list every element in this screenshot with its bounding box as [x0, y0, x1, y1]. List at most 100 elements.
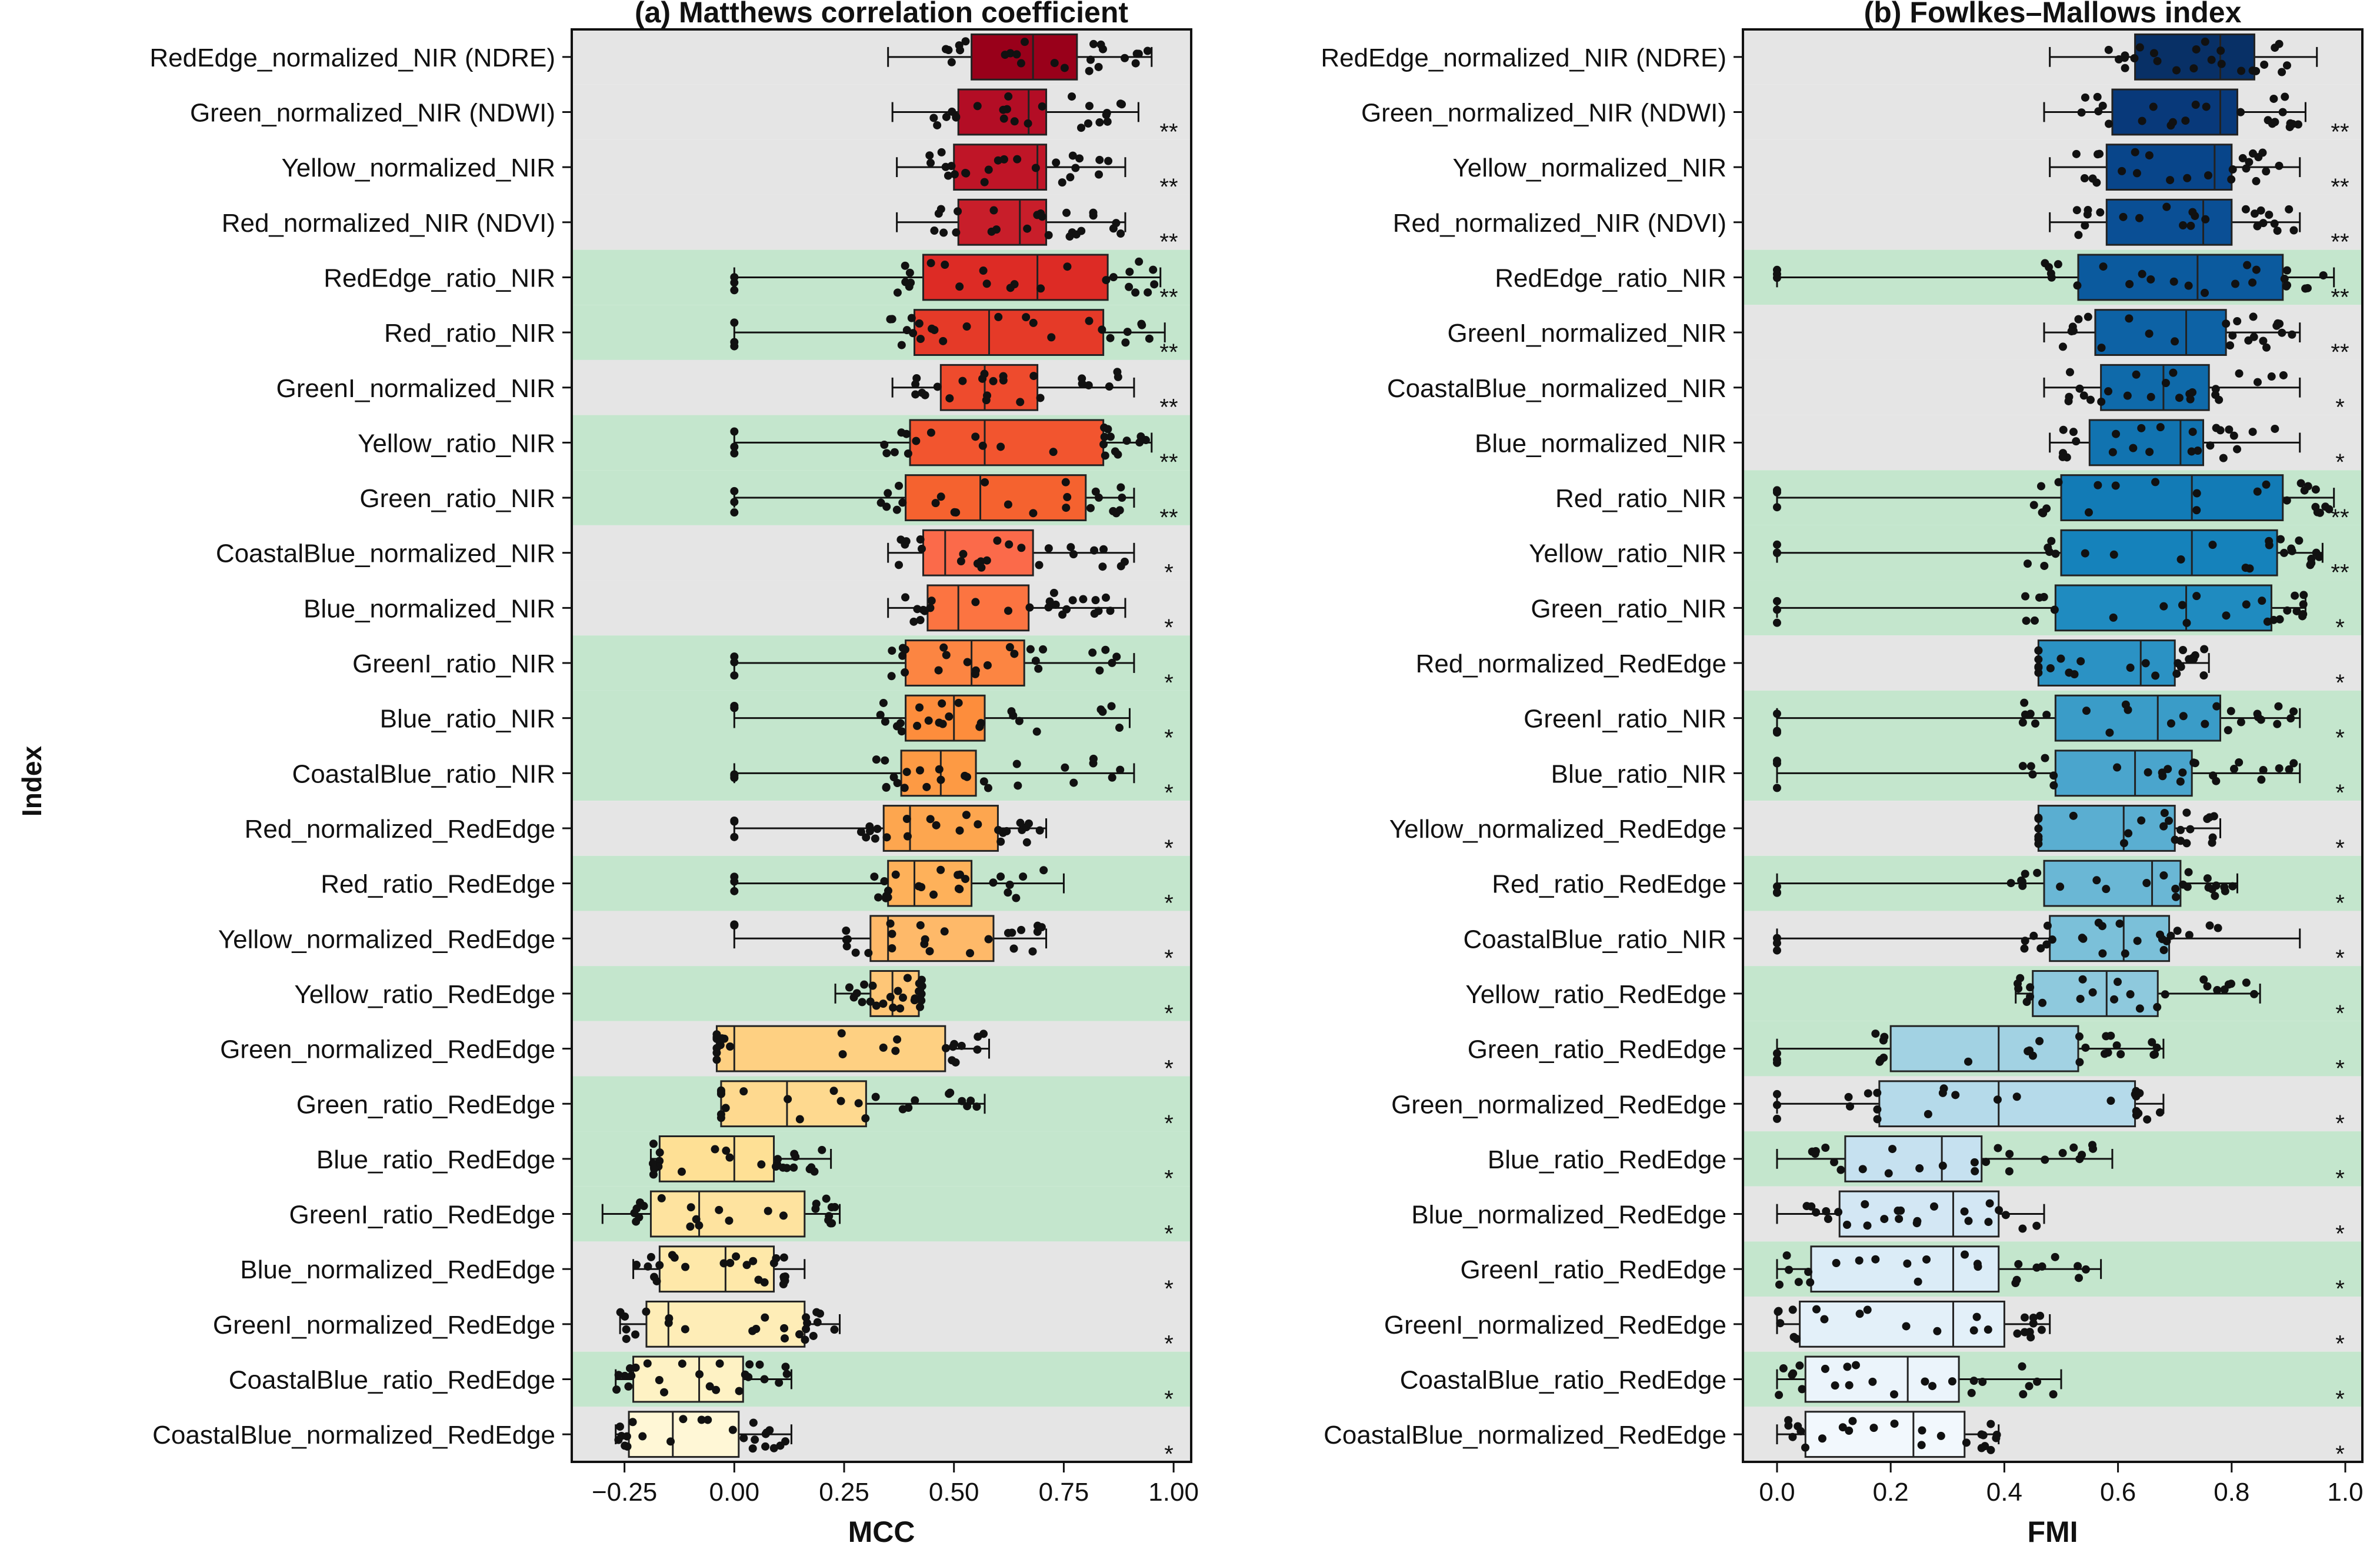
- significance-marker: **: [2331, 560, 2349, 586]
- observation-point: [2229, 431, 2238, 440]
- observation-point: [2273, 719, 2282, 728]
- box: [957, 198, 1048, 246]
- significance-marker: *: [1164, 1111, 1174, 1137]
- y-tick-label: Yellow_ratio_RedEdge: [294, 980, 555, 1009]
- observation-point: [2124, 829, 2133, 838]
- observation-point: [2253, 487, 2262, 496]
- observation-point: [948, 107, 956, 116]
- y-tick-label: Green_ratio_RedEdge: [296, 1090, 555, 1119]
- observation-point: [1986, 1445, 1995, 1454]
- observation-point: [856, 828, 865, 837]
- observation-point: [2093, 92, 2102, 101]
- observation-point: [2172, 66, 2181, 75]
- y-tick-label: CoastalBlue_normalized_NIR: [216, 539, 555, 568]
- observation-point: [711, 1145, 719, 1154]
- observation-point: [2265, 541, 2274, 549]
- box-group: [730, 254, 1162, 301]
- observation-point: [1108, 658, 1116, 667]
- observation-point: [2174, 659, 2182, 668]
- observation-point: [624, 1382, 633, 1391]
- observation-point: [2165, 817, 2174, 825]
- observation-points: [2034, 808, 2218, 848]
- observation-point: [730, 338, 739, 346]
- observation-point: [2187, 447, 2196, 456]
- observation-point: [1801, 1443, 1810, 1452]
- observation-point: [2192, 506, 2201, 515]
- observation-point: [2037, 1325, 2046, 1334]
- observation-point: [721, 1104, 730, 1112]
- y-tick-label: Green_ratio_NIR: [359, 484, 555, 513]
- observation-point: [912, 437, 921, 445]
- observation-point: [1774, 1307, 1783, 1315]
- observation-point: [936, 492, 945, 501]
- observation-point: [1821, 1364, 1829, 1373]
- box: [658, 1245, 775, 1293]
- observation-point: [1118, 494, 1126, 502]
- box-group: [2049, 419, 2301, 467]
- observation-point: [1121, 338, 1130, 347]
- observation-point: [1811, 1149, 1819, 1158]
- box-group: [887, 529, 1135, 577]
- observation-points: [1772, 918, 2222, 958]
- observation-point: [2086, 395, 2095, 404]
- observation-point: [1116, 765, 1125, 774]
- observation-point: [1077, 226, 1086, 235]
- observation-point: [2075, 1032, 2084, 1041]
- observation-point: [795, 1330, 804, 1339]
- observation-point: [994, 825, 1003, 834]
- y-tick-label: GreenI_ratio_RedEdge: [289, 1201, 555, 1230]
- observation-point: [2262, 480, 2271, 489]
- significance-marker: **: [2331, 229, 2349, 255]
- observation-point: [1028, 947, 1037, 956]
- observation-points: [730, 643, 1121, 681]
- observation-point: [1779, 1364, 1788, 1373]
- observation-point: [2160, 809, 2169, 818]
- observation-point: [2098, 922, 2106, 931]
- observation-points: [730, 811, 1044, 847]
- observation-point: [936, 865, 945, 874]
- significance-marker: *: [2335, 835, 2345, 861]
- plot-frame: [1742, 28, 2364, 1463]
- observation-point: [978, 374, 987, 383]
- observation-point: [2279, 371, 2288, 379]
- observation-point: [2081, 1265, 2090, 1274]
- observation-point: [2311, 485, 2320, 494]
- x-tick-label: −0.25: [592, 1478, 657, 1507]
- observation-point: [2018, 881, 2027, 890]
- observation-point: [2189, 64, 2198, 73]
- observation-point: [2262, 167, 2271, 176]
- observation-point: [2151, 671, 2160, 680]
- observation-point: [1058, 178, 1066, 187]
- observation-point: [1772, 618, 1781, 627]
- observation-point: [643, 1359, 652, 1368]
- observation-point: [1772, 486, 1781, 495]
- observation-point: [802, 1325, 811, 1334]
- y-tick-label: RedEdge_ratio_NIR: [1495, 264, 1726, 292]
- observation-point: [1049, 448, 1058, 457]
- observation-point: [695, 1370, 704, 1379]
- y-tick-label: CoastalBlue_ratio_NIR: [1463, 925, 1726, 954]
- observation-point: [874, 893, 883, 902]
- observation-point: [1094, 62, 1103, 71]
- observation-point: [2319, 271, 2328, 280]
- observation-point: [952, 228, 961, 237]
- observation-point: [2143, 1115, 2152, 1124]
- observation-point: [1098, 325, 1106, 334]
- observation-point: [2135, 1089, 2144, 1098]
- observation-point: [2051, 549, 2060, 558]
- observation-point: [2217, 59, 2226, 68]
- y-tick-label: CoastalBlue_normalized_RedEdge: [152, 1421, 555, 1450]
- observation-point: [1009, 944, 1018, 953]
- observation-point: [772, 1254, 781, 1262]
- y-tick-label: GreenI_ratio_RedEdge: [1460, 1255, 1726, 1284]
- observation-point: [845, 983, 854, 992]
- observation-points: [730, 423, 1151, 460]
- x-axis-label: FMI: [2027, 1515, 2078, 1548]
- observation-point: [2295, 536, 2304, 545]
- observation-point: [1005, 880, 1014, 889]
- observation-point: [730, 273, 739, 282]
- observation-point: [1062, 605, 1071, 614]
- observation-point: [2171, 337, 2179, 346]
- observation-point: [761, 1313, 769, 1322]
- observation-point: [981, 478, 989, 487]
